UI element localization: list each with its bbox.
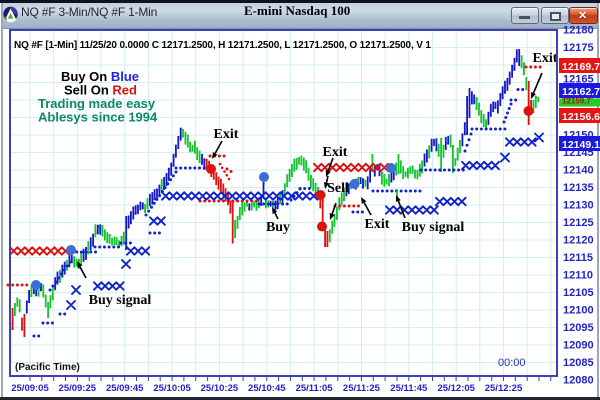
svg-text:12120: 12120	[563, 235, 594, 247]
svg-text:Exit: Exit	[323, 145, 348, 160]
svg-text:Buy On Blue: Buy On Blue	[61, 69, 139, 84]
svg-text:25/11:25: 25/11:25	[343, 383, 381, 394]
svg-text:12125: 12125	[563, 217, 594, 229]
svg-text:12165: 12165	[563, 74, 594, 86]
svg-text:25/11:45: 25/11:45	[390, 383, 428, 394]
svg-text:12090: 12090	[563, 340, 594, 352]
svg-text:25/11:05: 25/11:05	[296, 383, 334, 394]
svg-text:25/09:45: 25/09:45	[106, 383, 144, 394]
svg-text:12095: 12095	[563, 322, 594, 334]
svg-text:25/10:05: 25/10:05	[153, 383, 191, 394]
svg-text:Buy: Buy	[266, 220, 290, 235]
svg-text:Exit: Exit	[533, 51, 558, 66]
svg-text:Buy signal: Buy signal	[402, 220, 465, 235]
svg-text:12159.7: 12159.7	[562, 97, 591, 106]
svg-text:NQ #F [1-Min] 11/25/20 0.0000: NQ #F [1-Min] 11/25/20 0.0000 C 12171.25…	[14, 40, 431, 51]
svg-text:12100: 12100	[563, 305, 594, 317]
svg-text:12110: 12110	[563, 270, 593, 282]
svg-text:12140: 12140	[563, 165, 594, 177]
svg-text:25/10:25: 25/10:25	[201, 383, 239, 394]
svg-text:25/10:45: 25/10:45	[248, 383, 286, 394]
svg-text:12175: 12175	[563, 42, 594, 54]
svg-text:Sell: Sell	[327, 181, 349, 196]
svg-text:Buy signal: Buy signal	[89, 293, 152, 308]
svg-text:Trading made easy: Trading made easy	[38, 96, 156, 111]
svg-text:25/09:25: 25/09:25	[59, 383, 97, 394]
svg-text:Sell On Red: Sell On Red	[64, 83, 137, 98]
svg-text:12169.7: 12169.7	[562, 61, 600, 73]
svg-text:12149.1: 12149.1	[562, 139, 600, 151]
svg-text:12080: 12080	[563, 375, 594, 387]
svg-text:12156.6: 12156.6	[562, 111, 600, 123]
svg-text:Exit: Exit	[365, 217, 390, 232]
svg-text:25/12:25: 25/12:25	[485, 383, 523, 394]
svg-text:12135: 12135	[563, 182, 594, 194]
svg-text:25/12:05: 25/12:05	[437, 383, 475, 394]
svg-text:12105: 12105	[563, 287, 594, 299]
svg-text:12162.7: 12162.7	[562, 86, 600, 98]
svg-text:25/09:05: 25/09:05	[11, 383, 49, 394]
svg-text:12115: 12115	[563, 252, 593, 264]
svg-text:12180: 12180	[563, 25, 594, 37]
svg-text:Exit: Exit	[214, 127, 239, 142]
svg-text:12130: 12130	[563, 200, 594, 212]
svg-text:12085: 12085	[563, 357, 594, 369]
svg-text:(Pacific Time): (Pacific Time)	[15, 362, 80, 373]
svg-text:00:00: 00:00	[498, 357, 526, 369]
svg-text:Ablesys since 1994: Ablesys since 1994	[38, 110, 158, 125]
